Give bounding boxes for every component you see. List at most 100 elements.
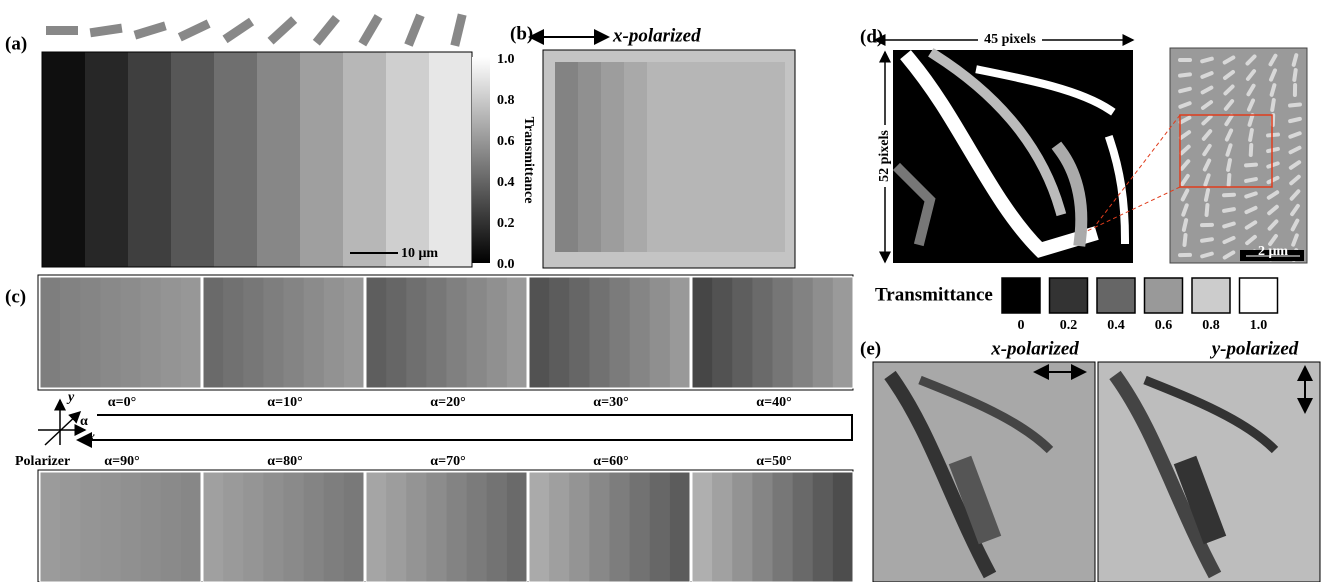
nanobar: [1178, 253, 1192, 257]
stripe: [100, 277, 121, 388]
stripe: [773, 277, 794, 388]
stripe: [716, 62, 739, 252]
stripe: [263, 277, 284, 388]
angle-label: α=90°: [104, 454, 139, 469]
stripe: [589, 277, 610, 388]
stripe: [833, 472, 854, 582]
angle-label: α=10°: [267, 395, 302, 410]
stripe: [650, 277, 671, 388]
colorbar-tick: 0.4: [497, 175, 515, 190]
stripe: [752, 472, 773, 582]
stripe: [732, 472, 753, 582]
stripe: [650, 472, 671, 582]
stripe: [366, 472, 387, 582]
stripe: [426, 277, 447, 388]
nanobar: [1200, 223, 1214, 227]
stripe: [386, 277, 407, 388]
stripe: [529, 472, 550, 582]
stripe: [300, 52, 343, 267]
stripe: [324, 472, 345, 582]
axis-label: y: [66, 390, 75, 405]
panel-label: (d): [860, 26, 883, 47]
swatch: [1145, 278, 1183, 313]
panel-e: (e) x-polarized y-polarized: [860, 338, 1320, 582]
panel-title: x-polarized: [990, 338, 1079, 359]
nanobar: [1249, 143, 1254, 157]
stripe: [121, 277, 142, 388]
panel-a: (a) 1.00.80.60.40.20.0 Transmittance 10 …: [5, 14, 536, 273]
stripe: [739, 62, 762, 252]
stripe: [549, 277, 570, 388]
legend-level: 0.6: [1155, 318, 1173, 333]
swatch: [1192, 278, 1230, 313]
panel-b: (b) x-polarized: [510, 23, 795, 268]
swatch: [1050, 278, 1088, 313]
stripe: [42, 52, 85, 267]
stripe: [284, 277, 305, 388]
panel-title: y-polarized: [1210, 338, 1299, 359]
stripe: [406, 472, 427, 582]
stripe: [121, 472, 142, 582]
stripe: [406, 277, 427, 388]
colorbar-tick: 0.0: [497, 257, 515, 272]
stripe: [128, 52, 171, 267]
stripe: [161, 277, 182, 388]
stripe: [181, 472, 202, 582]
stripe: [80, 277, 101, 388]
legend-title: Transmittance: [875, 284, 993, 305]
stripe: [589, 472, 610, 582]
colorbar-tick: 0.8: [497, 93, 515, 108]
stripe: [647, 62, 670, 252]
stripe: [257, 52, 300, 267]
colorbar-tick: 0.2: [497, 216, 515, 231]
stripe: [203, 277, 224, 388]
stripe: [692, 277, 713, 388]
angle-label: α=40°: [756, 395, 791, 410]
orientation-bar: [46, 26, 78, 35]
angle-label: α: [80, 414, 88, 429]
stripe: [793, 277, 814, 388]
stripe: [344, 472, 365, 582]
stripe: [692, 472, 713, 582]
swatch: [1002, 278, 1040, 313]
stripe: [263, 472, 284, 582]
stripe: [40, 472, 61, 582]
panel-d: (d) 45 pixels 52 pixels 2 μm Transmittan…: [860, 26, 1307, 333]
colorbar-tick: 1.0: [497, 52, 515, 67]
polarizer-direction: [45, 412, 80, 445]
stripe: [223, 277, 244, 388]
colorbar-tick: 0.6: [497, 134, 515, 149]
stripe: [40, 277, 61, 388]
stripe: [324, 277, 345, 388]
page: (a) 1.00.80.60.40.20.0 Transmittance 10 …: [0, 0, 1321, 582]
angle-label: α=60°: [593, 454, 628, 469]
stripe: [161, 472, 182, 582]
stripe: [100, 472, 121, 582]
stripe: [610, 472, 631, 582]
panel-label: (b): [510, 23, 533, 44]
stripe: [386, 472, 407, 582]
stripe: [343, 52, 386, 267]
stripe: [529, 277, 550, 388]
stripe: [712, 472, 733, 582]
stripe: [601, 62, 624, 252]
stripe: [630, 472, 651, 582]
stripe: [833, 277, 854, 388]
panel-label: (c): [5, 286, 26, 307]
stripe: [670, 472, 691, 582]
stripe: [85, 52, 128, 267]
orientation-bar: [134, 21, 167, 39]
stripe: [630, 277, 651, 388]
scale-label: 2 μm: [1258, 244, 1288, 259]
angle-label: α=80°: [267, 454, 302, 469]
stripe: [386, 52, 429, 267]
legend-level: 0: [1018, 318, 1025, 333]
stripe: [549, 472, 570, 582]
stripe: [569, 472, 590, 582]
caption: Polarizer: [15, 454, 70, 469]
stripe: [243, 472, 264, 582]
scale-label: 10 μm: [401, 246, 438, 261]
orientation-bar: [404, 14, 424, 47]
colorbar: [472, 57, 490, 263]
stripe: [670, 62, 693, 252]
